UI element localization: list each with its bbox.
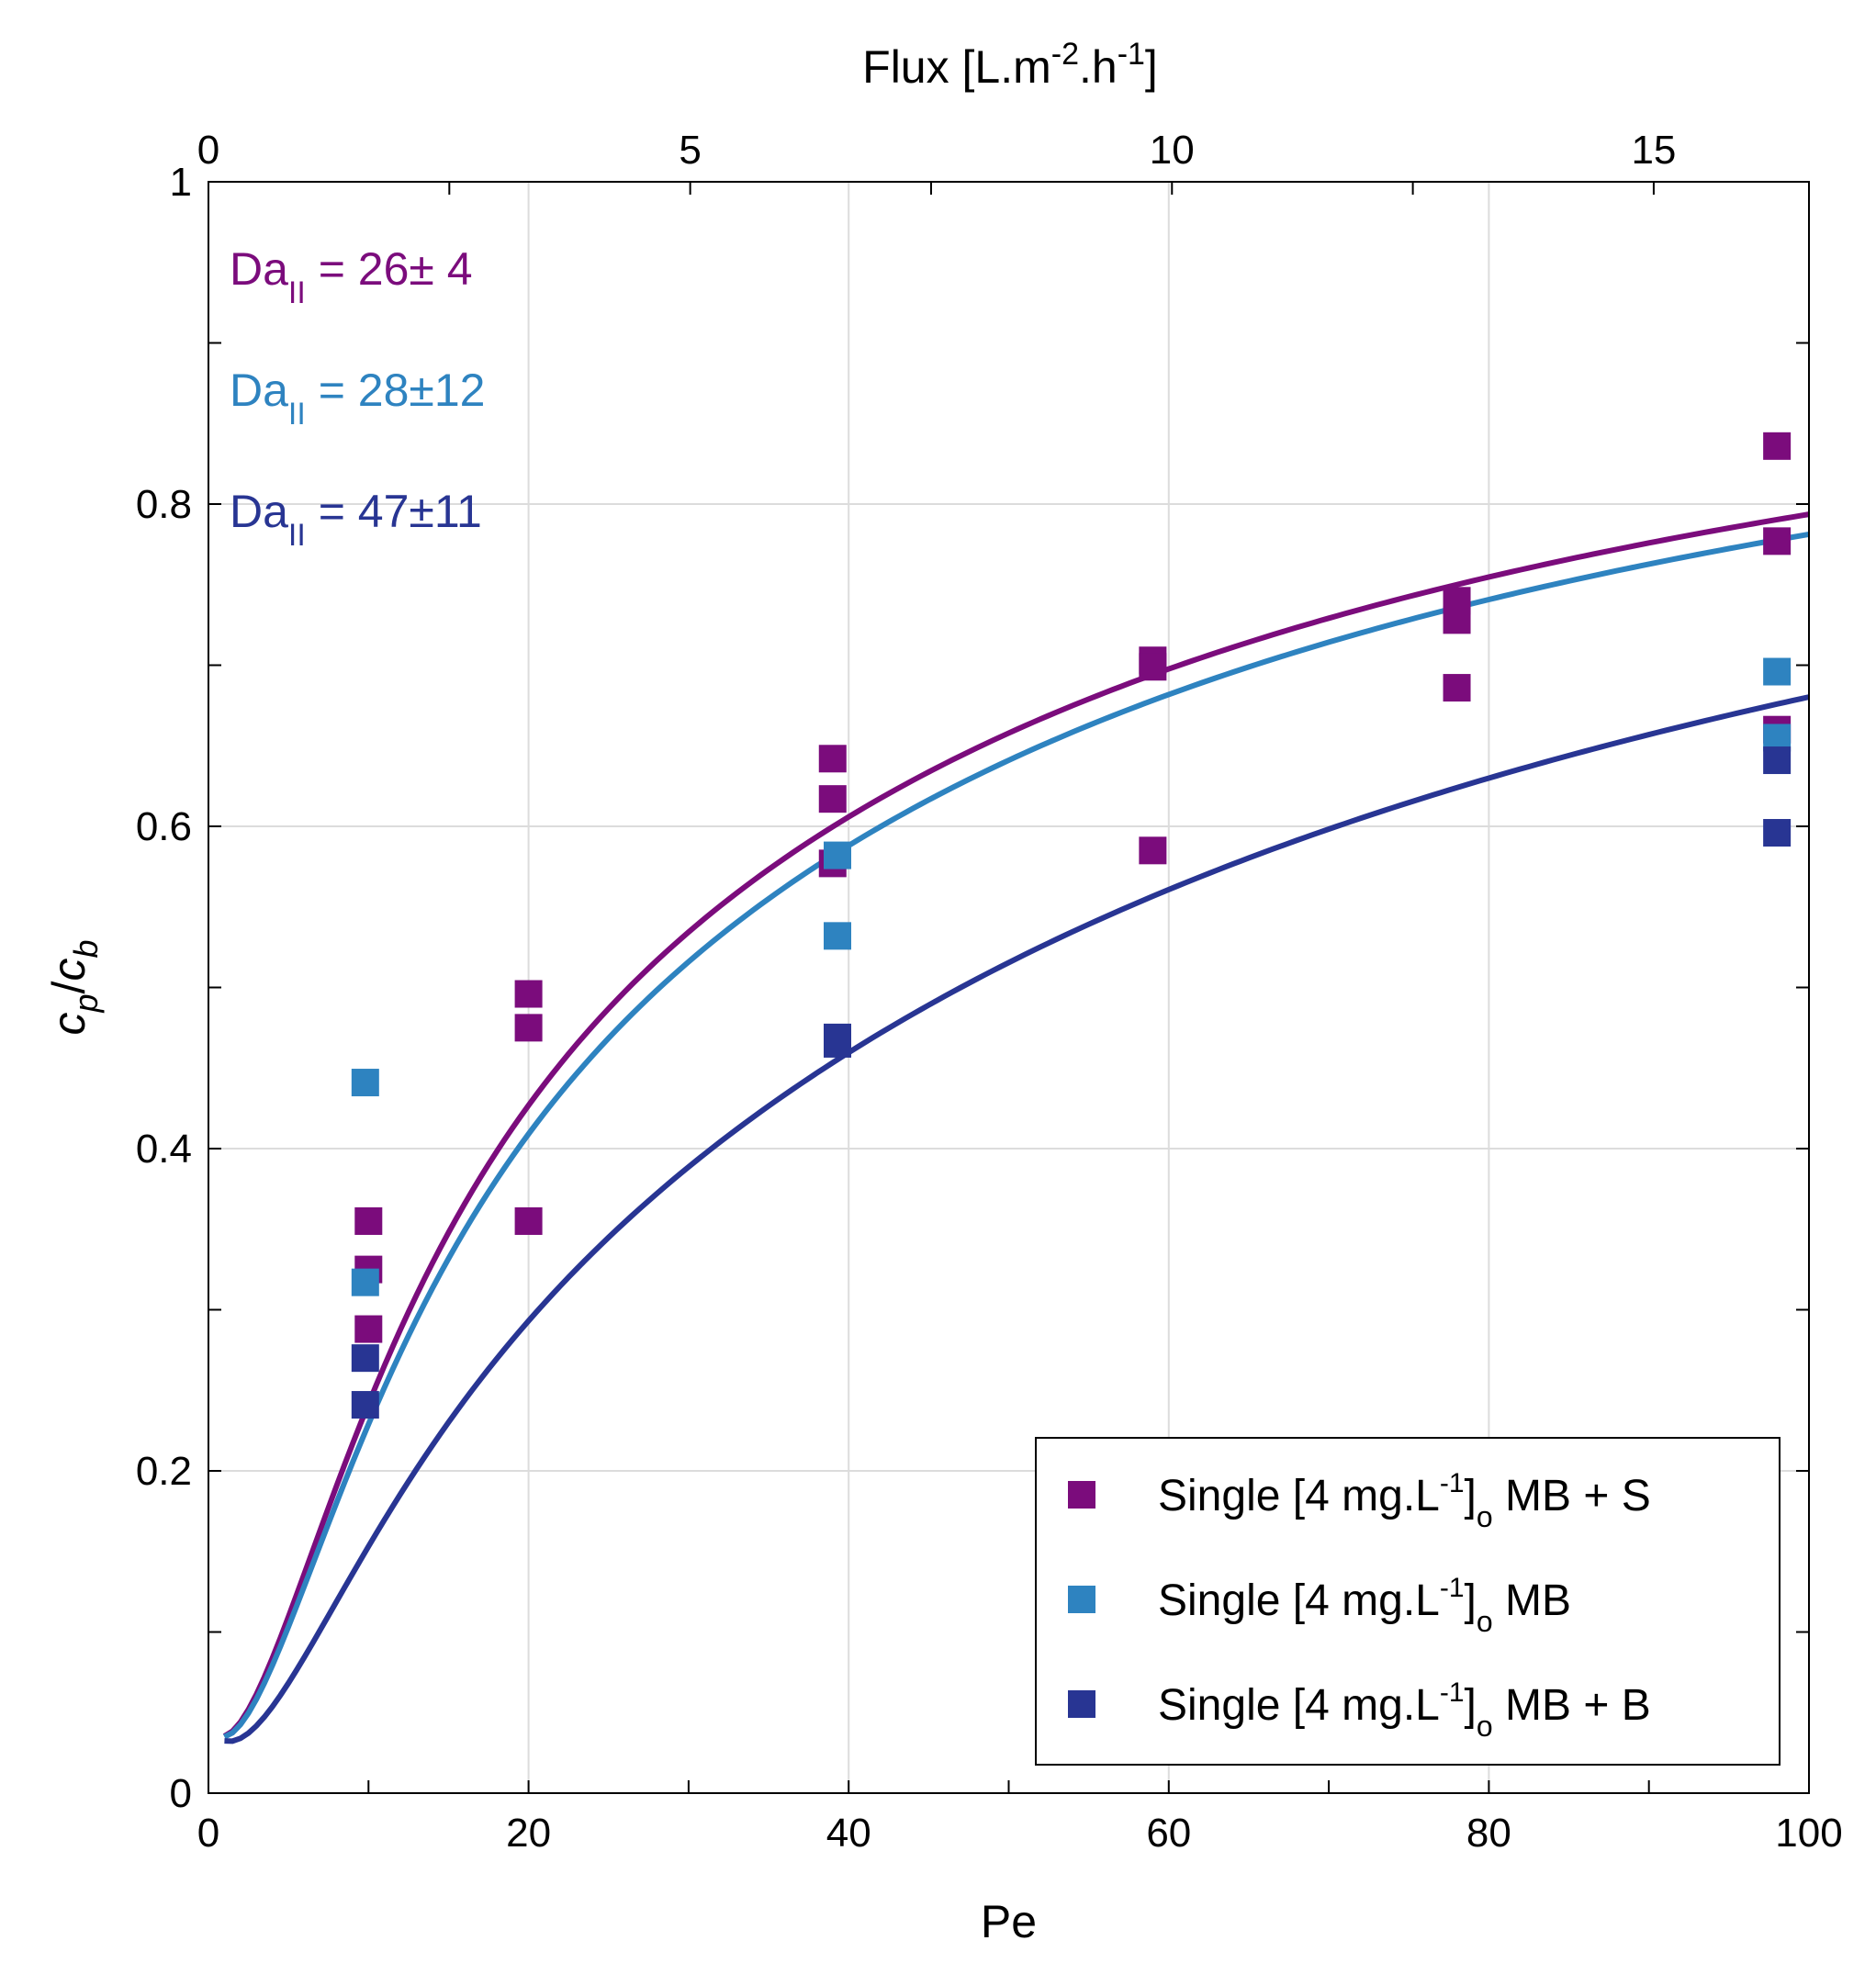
fit-curve-series-0 xyxy=(222,511,1810,1739)
fit-curve-series-2 xyxy=(224,694,1810,1744)
y-tick-label: 1 xyxy=(170,160,192,205)
data-marker-series-1 xyxy=(351,1069,379,1097)
data-marker-series-0 xyxy=(514,980,543,1008)
legend-label-post: MB + S xyxy=(1493,1472,1651,1520)
data-marker-series-0 xyxy=(1443,674,1471,702)
legend-label-close: ] xyxy=(1465,1576,1477,1625)
data-marker-series-0 xyxy=(514,1206,543,1235)
data-marker-series-0 xyxy=(1763,527,1792,555)
x-tick-label: 0 xyxy=(197,1811,219,1856)
legend-label-close: ] xyxy=(1465,1681,1477,1730)
legend-label-sub: o xyxy=(1477,1500,1493,1533)
top-tick-label: 15 xyxy=(1631,128,1676,173)
x-tick-label: 60 xyxy=(1146,1811,1191,1856)
y-axis-title-sub-p: p xyxy=(67,993,105,1013)
legend-label-sup: -1 xyxy=(1440,1468,1465,1498)
da-annotation-value: = 26± 4 xyxy=(306,243,473,295)
y-tick-label: 0 xyxy=(170,1771,192,1816)
legend-label-sub: o xyxy=(1477,1605,1493,1638)
y-tick-label: 0.4 xyxy=(136,1127,192,1172)
top-axis-title-end: ] xyxy=(1145,41,1158,93)
legend-label-sup: -1 xyxy=(1440,1573,1465,1603)
top-axis-title-sup1: -2 xyxy=(1051,37,1079,72)
da-annotation-value: = 47±11 xyxy=(306,486,482,537)
y-tick-label: 0.6 xyxy=(136,804,192,849)
legend-label-pre: Single [4 mg.L xyxy=(1158,1472,1440,1520)
da-annotation-main: Da xyxy=(230,243,288,295)
da-annotation-2: DaII = 47±11 xyxy=(230,486,482,553)
axis-ticks xyxy=(208,181,1810,1794)
data-marker-series-1 xyxy=(1763,657,1792,686)
legend-label-2: Single [4 mg.L-1]o MB + B xyxy=(1158,1677,1651,1743)
x-axis-title: Pe xyxy=(981,1896,1037,1947)
fit-curve-series-1 xyxy=(223,531,1810,1740)
legend-label-post: MB xyxy=(1493,1576,1571,1625)
top-axis-title: Flux [L.m-2.h-1] xyxy=(862,37,1158,93)
fit-curves xyxy=(222,511,1810,1744)
data-marker-series-0 xyxy=(1443,606,1471,634)
data-marker-series-2 xyxy=(1763,746,1792,775)
y-axis-title-c2: c xyxy=(43,959,95,982)
data-marker-series-0 xyxy=(818,785,847,813)
grid-lines xyxy=(208,182,1809,1793)
legend-label-pre: Single [4 mg.L xyxy=(1158,1576,1440,1625)
data-markers xyxy=(351,432,1792,1419)
top-axis-title-main: Flux [L.m xyxy=(862,41,1051,93)
x-tick-label: 20 xyxy=(506,1811,551,1856)
data-marker-series-0 xyxy=(354,1315,383,1343)
legend-box xyxy=(1035,1437,1781,1766)
da-annotation-1: DaII = 28±12 xyxy=(230,365,485,432)
x-tick-label: 80 xyxy=(1466,1811,1511,1856)
data-marker-series-1 xyxy=(823,922,851,950)
y-axis-title-slash: / xyxy=(43,981,95,993)
da-annotation-0: DaII = 26± 4 xyxy=(230,243,473,310)
data-marker-series-2 xyxy=(1763,819,1792,847)
data-marker-series-0 xyxy=(1139,653,1167,681)
legend-label-close: ] xyxy=(1465,1472,1477,1520)
legend-label-pre: Single [4 mg.L xyxy=(1158,1681,1440,1730)
data-marker-series-0 xyxy=(1763,432,1792,460)
da-annotation-main: Da xyxy=(230,486,288,537)
data-marker-series-0 xyxy=(354,1206,383,1235)
data-marker-series-1 xyxy=(351,1268,379,1296)
legend-label-sub: o xyxy=(1477,1710,1493,1743)
top-tick-label: 0 xyxy=(197,128,219,173)
legend-marker-0 xyxy=(1068,1481,1095,1509)
data-marker-series-2 xyxy=(823,1029,851,1058)
y-axis-title-c1: c xyxy=(43,1012,95,1035)
legend-label-1: Single [4 mg.L-1]o MB xyxy=(1158,1573,1571,1638)
x-tick-label: 40 xyxy=(826,1811,871,1856)
legend-marker-2 xyxy=(1068,1690,1095,1718)
da-annotation-sub: II xyxy=(288,397,306,432)
y-tick-label: 0.2 xyxy=(136,1449,192,1494)
top-axis-title-mid: .h xyxy=(1079,41,1118,93)
data-marker-series-0 xyxy=(1139,836,1167,865)
da-annotation-value: = 28±12 xyxy=(306,365,486,416)
x-tick-label: 100 xyxy=(1775,1811,1842,1856)
data-marker-series-2 xyxy=(351,1391,379,1419)
da-annotation-sub: II xyxy=(288,518,306,553)
da-annotation-main: Da xyxy=(230,365,288,416)
legend-label-0: Single [4 mg.L-1]o MB + S xyxy=(1158,1468,1651,1533)
da-annotation-sub: II xyxy=(288,275,306,310)
y-axis-title: cp/cb xyxy=(43,940,105,1036)
top-axis-title-sup2: -1 xyxy=(1118,37,1145,72)
data-marker-series-0 xyxy=(818,745,847,773)
data-marker-series-0 xyxy=(514,1014,543,1042)
y-tick-label: 0.8 xyxy=(136,482,192,527)
data-marker-series-2 xyxy=(351,1344,379,1373)
top-tick-label: 5 xyxy=(679,128,701,173)
legend-label-sup: -1 xyxy=(1440,1677,1465,1708)
data-marker-series-1 xyxy=(823,841,851,869)
legend-marker-1 xyxy=(1068,1586,1095,1613)
top-tick-label: 10 xyxy=(1150,128,1195,173)
y-axis-title-sub-b: b xyxy=(67,940,105,959)
legend-label-post: MB + B xyxy=(1493,1681,1651,1730)
